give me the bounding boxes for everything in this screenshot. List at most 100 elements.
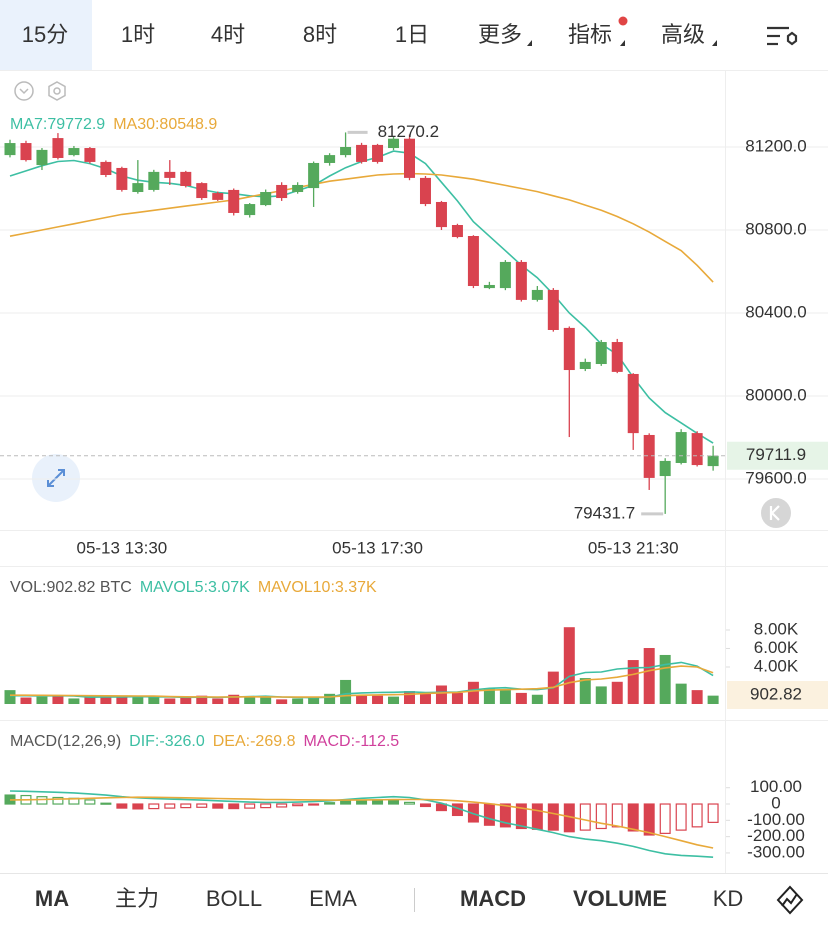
settings-icon[interactable] bbox=[767, 26, 798, 46]
macd-bar bbox=[499, 803, 511, 828]
volume-bar bbox=[515, 692, 527, 704]
macd-bar bbox=[404, 801, 416, 805]
macd-bar bbox=[212, 803, 224, 809]
volume-bar bbox=[356, 695, 368, 704]
tab[interactable]: 更多 bbox=[478, 22, 522, 47]
macd-bar bbox=[100, 802, 112, 805]
candle-body bbox=[292, 184, 304, 193]
volume-bar bbox=[52, 695, 64, 704]
candle-body bbox=[84, 148, 96, 162]
x-tick-label: 05-13 17:30 bbox=[332, 538, 423, 557]
volume-bar bbox=[36, 696, 48, 704]
macd-bar bbox=[659, 803, 671, 834]
legend-entry: MACD:-112.5 bbox=[303, 733, 399, 750]
tab[interactable]: 高级 bbox=[661, 22, 705, 47]
indicator-line bbox=[9, 796, 714, 849]
high-label: 81270.2 bbox=[378, 122, 439, 141]
volume-bar bbox=[404, 691, 415, 704]
indicator-tab[interactable]: VOLUME bbox=[573, 886, 667, 911]
volume-bar bbox=[563, 627, 575, 704]
volume-bar bbox=[212, 698, 224, 704]
volume-bar bbox=[148, 696, 160, 704]
volume-badge bbox=[727, 681, 828, 709]
volume-bar bbox=[595, 686, 607, 704]
chart-tools[interactable] bbox=[14, 81, 66, 101]
candle-body bbox=[547, 289, 559, 330]
y-tick-label: -100.00 bbox=[747, 810, 805, 829]
candle-body bbox=[659, 460, 671, 477]
indicator-line bbox=[10, 661, 714, 699]
macd-bar bbox=[228, 803, 240, 810]
legend: MACD(12,26,9) DIF:-326.0 DEA:-269.8 MACD:-1… bbox=[10, 733, 399, 750]
candle-body bbox=[388, 138, 400, 149]
legend-entry: DEA:-269.8 bbox=[213, 733, 296, 750]
macd-bar bbox=[388, 799, 400, 805]
candle-body bbox=[499, 261, 511, 289]
volume-bar bbox=[100, 696, 112, 704]
indicator-tab[interactable]: MACD bbox=[460, 886, 526, 911]
volume-bar bbox=[499, 690, 511, 704]
tab[interactable]: 1时 bbox=[121, 22, 155, 47]
volume-bar bbox=[4, 690, 16, 704]
x-tick-label: 05-13 21:30 bbox=[588, 538, 679, 557]
volume-bar bbox=[132, 697, 144, 704]
candle-body bbox=[404, 138, 415, 178]
macd-bar bbox=[116, 803, 128, 809]
volume-bar bbox=[260, 697, 272, 704]
volume-bar bbox=[643, 648, 655, 704]
tab[interactable]: 8时 bbox=[303, 22, 337, 47]
legend-entry: MAVOL5:3.07K bbox=[140, 579, 250, 596]
volume-bar bbox=[388, 696, 400, 704]
macd-bar bbox=[356, 800, 368, 805]
candle-body bbox=[675, 432, 687, 463]
candle-body bbox=[627, 373, 639, 434]
macd-bar bbox=[180, 803, 192, 809]
candle-body bbox=[579, 361, 591, 369]
y-tick-label: 0 bbox=[771, 794, 780, 813]
indicator-tab[interactable]: BOLL bbox=[206, 886, 262, 911]
candle-body bbox=[36, 149, 48, 166]
candle-body bbox=[595, 342, 607, 365]
macd-bar bbox=[132, 803, 144, 810]
macd-bar bbox=[372, 799, 384, 805]
macd-bar bbox=[260, 803, 272, 809]
tab[interactable]: 4时 bbox=[211, 22, 245, 47]
legend-entry: MA7:79772.9 bbox=[10, 116, 105, 133]
candle-body bbox=[132, 183, 144, 193]
volume-bar bbox=[579, 678, 591, 704]
low-label: 79431.7 bbox=[574, 503, 635, 522]
volume-bar bbox=[451, 692, 463, 704]
candle-body bbox=[244, 204, 256, 216]
macd-bar bbox=[340, 800, 352, 805]
legend-entry: DIF:-326.0 bbox=[129, 733, 205, 750]
volume-bar bbox=[340, 679, 352, 704]
volume-last-label: 902.82 bbox=[750, 684, 802, 703]
y-tick-label: 80000.0 bbox=[745, 385, 806, 404]
macd-bar bbox=[691, 803, 703, 828]
volume-bar bbox=[180, 697, 192, 704]
candle-body bbox=[100, 161, 112, 176]
y-tick-label: 81200.0 bbox=[745, 136, 806, 155]
legend-entry: MA30:80548.9 bbox=[113, 116, 217, 133]
y-tick-label: 79600.0 bbox=[745, 468, 806, 487]
tab[interactable]: 指标 bbox=[568, 22, 612, 47]
y-tick-label: 80800.0 bbox=[745, 219, 806, 238]
indicator-icon[interactable] bbox=[776, 885, 804, 915]
candle-body bbox=[515, 261, 527, 300]
indicator-tab[interactable]: EMA bbox=[309, 886, 357, 911]
tab[interactable]: 15分 bbox=[22, 22, 68, 47]
tab[interactable]: 1日 bbox=[395, 22, 429, 47]
y-tick-label: 80400.0 bbox=[745, 302, 806, 321]
indicator-tab[interactable]: MA bbox=[35, 886, 69, 911]
macd-bar bbox=[164, 803, 176, 809]
volume-bar bbox=[611, 681, 623, 704]
macd-bar bbox=[547, 803, 559, 831]
volume-bar bbox=[68, 698, 80, 704]
back-to-latest[interactable] bbox=[761, 498, 791, 528]
candle-body bbox=[563, 327, 575, 371]
indicator-tab[interactable]: KD bbox=[713, 886, 744, 911]
full-screen-icon[interactable] bbox=[32, 454, 80, 502]
indicator-tab[interactable]: 主力 bbox=[115, 886, 159, 911]
candle-body bbox=[372, 144, 384, 162]
